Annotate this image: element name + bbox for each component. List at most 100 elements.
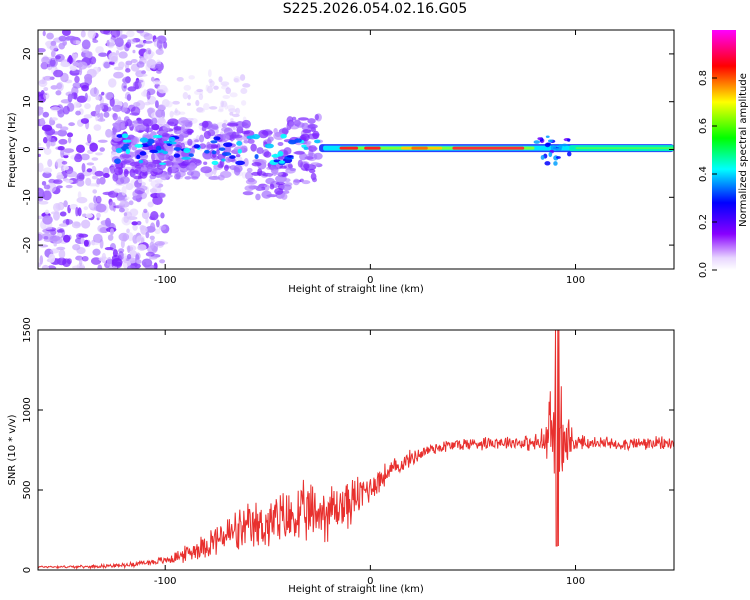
heatmap-cell bbox=[99, 227, 108, 233]
heatmap-cell bbox=[122, 101, 129, 109]
heatmap-cell bbox=[105, 217, 111, 228]
heatmap-cell bbox=[218, 76, 223, 83]
heatmap-cell bbox=[247, 138, 255, 144]
heatmap-cell bbox=[195, 159, 201, 164]
heatmap-cell bbox=[208, 106, 218, 110]
heatmap-cell bbox=[233, 78, 239, 83]
heatmap-cell bbox=[206, 141, 212, 151]
heatmap-cell bbox=[126, 216, 138, 221]
heatmap-cell bbox=[150, 210, 159, 221]
heatmap-cell bbox=[172, 156, 184, 164]
heatmap-cell bbox=[226, 122, 239, 127]
heatmap-cell bbox=[85, 177, 92, 186]
heatmap-cell bbox=[56, 174, 65, 180]
heatmap-cell bbox=[181, 124, 186, 133]
heatmap-cell bbox=[229, 92, 238, 98]
colorbar-tick-label: 0.8 bbox=[698, 70, 709, 86]
heatmap-cell bbox=[43, 75, 53, 81]
heatmap-cell bbox=[41, 180, 47, 186]
heatmap-cell bbox=[147, 201, 154, 208]
heatmap-cell bbox=[76, 196, 88, 204]
heatmap-cell bbox=[160, 212, 165, 219]
heatmap-cell bbox=[277, 141, 284, 146]
heatmap-cell bbox=[133, 102, 141, 107]
heatmap-cell bbox=[67, 136, 72, 144]
heatmap-cell bbox=[125, 182, 134, 191]
heatmap-cell bbox=[55, 90, 62, 96]
heatmap-cell bbox=[209, 144, 219, 149]
heatmap-cell bbox=[282, 190, 290, 194]
heatmap-cell bbox=[167, 118, 179, 127]
heatmap-cell bbox=[235, 160, 245, 166]
heatmap-cell bbox=[303, 163, 310, 169]
heatmap-cell bbox=[57, 129, 68, 137]
heatmap-cell bbox=[75, 206, 79, 217]
y-tick-label: -20 bbox=[22, 237, 33, 253]
heatmap-cell bbox=[94, 170, 104, 177]
heatmap-cell bbox=[106, 39, 110, 47]
heatmap-cell bbox=[239, 74, 246, 81]
heatmap-cell bbox=[313, 152, 323, 160]
heatmap-cell bbox=[545, 135, 550, 139]
heatmap-cell bbox=[126, 228, 130, 234]
heatmap-cell bbox=[62, 105, 70, 115]
heatmap-cell bbox=[75, 110, 81, 116]
heatmap-cell bbox=[149, 188, 158, 194]
heatmap-cell bbox=[162, 136, 167, 143]
heatmap-cell bbox=[133, 175, 143, 180]
colorbar-label: Normalized spectral amplitude bbox=[738, 73, 749, 227]
heatmap-cell bbox=[87, 133, 92, 144]
heatmap-cell bbox=[567, 138, 571, 142]
spectrogram-y-label: Frequency (Hz) bbox=[7, 112, 18, 188]
heatmap-cell bbox=[248, 184, 258, 190]
heatmap-cell bbox=[203, 161, 208, 166]
heatmap-cell bbox=[553, 161, 558, 166]
heatmap-cell bbox=[58, 138, 68, 145]
heatmap-cell bbox=[174, 126, 182, 131]
heatmap-cell bbox=[159, 225, 167, 231]
heatmap-cell bbox=[169, 141, 177, 145]
heatmap-cell bbox=[125, 118, 133, 127]
heatmap-cell bbox=[301, 180, 311, 185]
heatmap-cell bbox=[312, 130, 320, 140]
heatmap-cell bbox=[222, 152, 232, 156]
heatmap-cell bbox=[60, 148, 65, 158]
heatmap-cell bbox=[139, 151, 147, 156]
heatmap-cell bbox=[78, 257, 83, 267]
heatmap-cell bbox=[118, 232, 130, 242]
heatmap-cell bbox=[149, 235, 155, 240]
heatmap-cell bbox=[78, 233, 89, 238]
band-core bbox=[411, 146, 428, 150]
heatmap-cell bbox=[146, 166, 153, 173]
colorbar-tick-label: 0.2 bbox=[698, 214, 709, 230]
heatmap-cell bbox=[121, 133, 129, 139]
heatmap-cell bbox=[38, 142, 42, 147]
heatmap-cell bbox=[145, 47, 152, 55]
heatmap-cell bbox=[84, 103, 91, 110]
heatmap-cell bbox=[52, 202, 61, 212]
heatmap-cell bbox=[149, 222, 156, 233]
heatmap-cell bbox=[267, 173, 272, 178]
heatmap-cell bbox=[63, 154, 69, 159]
heatmap-cell bbox=[242, 83, 251, 88]
spectrogram-x-label: Height of straight line (km) bbox=[288, 284, 424, 295]
heatmap-cell bbox=[66, 132, 74, 138]
heatmap-cell bbox=[59, 211, 67, 217]
heatmap-cell bbox=[49, 44, 58, 51]
heatmap-cell bbox=[548, 151, 553, 157]
heatmap-cell bbox=[269, 183, 275, 190]
heatmap-cell bbox=[146, 90, 151, 100]
heatmap-cell bbox=[44, 209, 50, 215]
heatmap-cell bbox=[307, 118, 316, 124]
heatmap-cell bbox=[113, 188, 121, 193]
heatmap-cell bbox=[189, 162, 197, 171]
heatmap-cell bbox=[50, 117, 58, 121]
heatmap-cell bbox=[104, 92, 114, 100]
heatmap-cell bbox=[39, 255, 44, 265]
heatmap-cell bbox=[48, 57, 58, 68]
heatmap-cell bbox=[68, 122, 75, 127]
colorbar-ticks: 0.0 0.2 0.4 0.6 0.8 bbox=[698, 70, 717, 278]
heatmap-cell bbox=[145, 217, 149, 224]
heatmap-cell bbox=[61, 30, 71, 36]
heatmap-cell bbox=[222, 83, 227, 87]
